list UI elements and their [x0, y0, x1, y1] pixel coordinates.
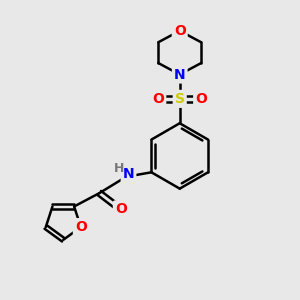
Text: O: O — [152, 92, 164, 106]
Text: O: O — [115, 202, 127, 216]
Text: O: O — [75, 220, 87, 234]
Text: H: H — [113, 162, 124, 175]
Text: O: O — [195, 92, 207, 106]
Text: O: O — [174, 24, 186, 38]
Text: N: N — [123, 167, 134, 182]
Text: S: S — [175, 92, 185, 106]
Text: N: N — [174, 68, 185, 82]
